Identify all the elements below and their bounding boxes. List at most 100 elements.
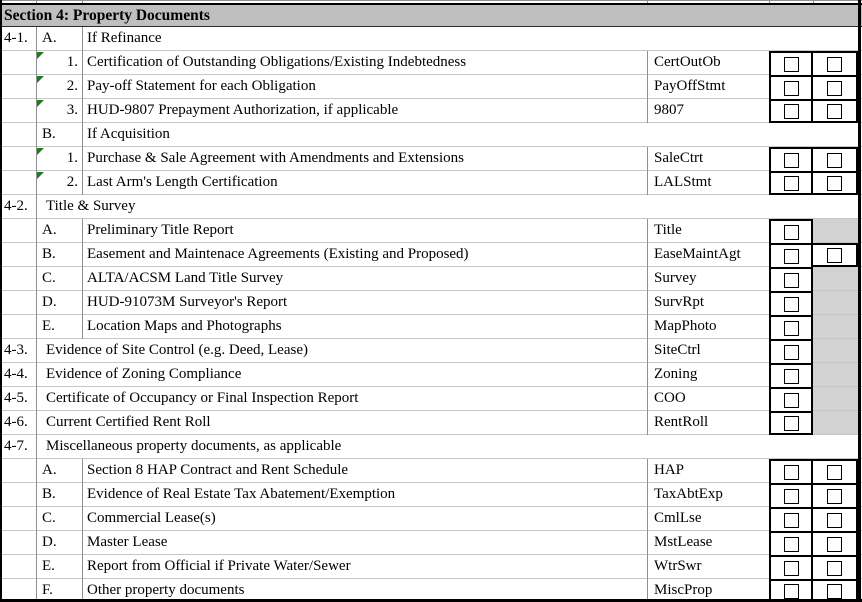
table-row: 3. HUD-9807 Prepayment Authorization, if…	[0, 99, 862, 123]
checkbox-cell-1	[769, 267, 813, 291]
checkbox[interactable]	[827, 488, 842, 504]
row-description: Current Certified Rent Roll	[46, 414, 211, 430]
row-description: HUD-9807 Prepayment Authorization, if ap…	[87, 102, 399, 118]
checkbox[interactable]	[827, 464, 842, 480]
checkbox-cell-2	[813, 219, 858, 242]
checkbox[interactable]	[827, 175, 842, 191]
column-gridline	[647, 555, 648, 579]
gridline	[813, 0, 814, 3]
checkbox[interactable]	[783, 392, 799, 408]
column-gridline	[647, 243, 648, 267]
checkbox[interactable]	[783, 296, 799, 312]
checkbox[interactable]	[783, 56, 799, 72]
comment-marker-icon	[37, 76, 44, 83]
checkbox[interactable]	[783, 560, 799, 576]
checkbox[interactable]	[783, 344, 799, 360]
row-description: Commercial Lease(s)	[87, 510, 216, 526]
row-code: PayOffStmt	[654, 78, 726, 94]
checkbox-cell-1	[769, 363, 813, 387]
row-item-number: 2.	[66, 78, 78, 94]
checkbox[interactable]	[783, 368, 799, 384]
column-gridline	[82, 219, 83, 243]
row-code: MstLease	[654, 534, 713, 550]
row-number: 4-7.	[4, 438, 28, 454]
column-gridline	[647, 291, 648, 315]
row-code: Title	[654, 222, 682, 238]
checkbox-cell-1	[769, 531, 813, 555]
checkbox-cell-2	[813, 507, 858, 531]
checkbox[interactable]	[783, 103, 799, 119]
checkbox[interactable]	[827, 560, 842, 576]
column-gridline	[36, 363, 37, 387]
checkbox[interactable]	[783, 583, 799, 599]
checkbox-cell-1	[769, 75, 813, 99]
checkbox-cell-1	[769, 411, 813, 435]
checkbox-cell-1	[769, 579, 813, 602]
checkbox[interactable]	[783, 272, 799, 288]
checkbox[interactable]	[783, 320, 799, 336]
checkbox[interactable]	[827, 80, 842, 96]
column-gridline	[647, 411, 648, 435]
comment-marker-icon	[37, 148, 44, 155]
checkbox[interactable]	[783, 80, 799, 96]
column-gridline	[647, 51, 648, 75]
row-item-number: 1.	[66, 54, 78, 70]
row-letter: A.	[42, 462, 57, 478]
checkbox[interactable]	[783, 464, 799, 480]
row-letter: E.	[42, 318, 55, 334]
checkbox[interactable]	[783, 224, 799, 240]
checkbox[interactable]	[827, 583, 842, 599]
checkbox-cell-2	[813, 483, 858, 507]
row-code: TaxAbtExp	[654, 486, 723, 502]
column-gridline	[36, 483, 37, 507]
row-description: Preliminary Title Report	[87, 222, 234, 238]
table-row: A. Preliminary Title Report Title	[0, 219, 862, 243]
checkbox[interactable]	[827, 103, 842, 119]
checkbox[interactable]	[827, 536, 842, 552]
row-description: Section 8 HAP Contract and Rent Schedule	[87, 462, 349, 478]
table-row: 4-3. Evidence of Site Control (e.g. Deed…	[0, 339, 862, 363]
checkbox-cell-1	[769, 99, 813, 123]
table-row: B. Evidence of Real Estate Tax Abatement…	[0, 483, 862, 507]
row-letter: A.	[42, 222, 57, 238]
row-code: SurvRpt	[654, 294, 705, 310]
checkbox[interactable]	[783, 512, 799, 528]
checkbox-cell-1	[769, 171, 813, 195]
table-left-border	[0, 0, 2, 602]
row-description: ALTA/ACSM Land Title Survey	[87, 270, 284, 286]
checkbox[interactable]	[783, 488, 799, 504]
checkbox-cell-2	[813, 531, 858, 555]
row-description: Title & Survey	[46, 198, 136, 214]
row-description: Location Maps and Photographs	[87, 318, 282, 334]
column-gridline	[647, 147, 648, 171]
column-gridline	[647, 507, 648, 531]
row-description: HUD-91073M Surveyor's Report	[87, 294, 288, 310]
comment-marker-icon	[37, 172, 44, 179]
row-item-number: 2.	[66, 174, 78, 190]
checkbox[interactable]	[827, 247, 842, 263]
checkbox-cell-2	[813, 267, 858, 290]
checkbox[interactable]	[827, 152, 842, 168]
table-row: 1. Purchase & Sale Agreement with Amendm…	[0, 147, 862, 171]
row-code: 9807	[654, 102, 684, 118]
checkbox-cell-2	[813, 363, 858, 386]
column-gridline	[647, 339, 648, 363]
checkbox[interactable]	[783, 248, 799, 264]
checkbox[interactable]	[783, 415, 799, 431]
row-code: RentRoll	[654, 414, 709, 430]
checkbox[interactable]	[827, 512, 842, 528]
row-number: 4-1.	[4, 30, 28, 46]
checkbox[interactable]	[827, 56, 842, 72]
checkbox[interactable]	[783, 175, 799, 191]
checkbox-cell-1	[769, 243, 813, 267]
checkbox[interactable]	[783, 536, 799, 552]
table-row: 2. Last Arm's Length Certification LALSt…	[0, 171, 862, 195]
column-gridline	[36, 219, 37, 243]
comment-marker-icon	[37, 52, 44, 59]
row-code: HAP	[654, 462, 685, 478]
section-header: Section 4: Property Documents	[0, 5, 862, 27]
checkbox-cell-1	[769, 459, 813, 483]
checkbox-cell-2	[813, 555, 858, 579]
checkbox[interactable]	[783, 152, 799, 168]
